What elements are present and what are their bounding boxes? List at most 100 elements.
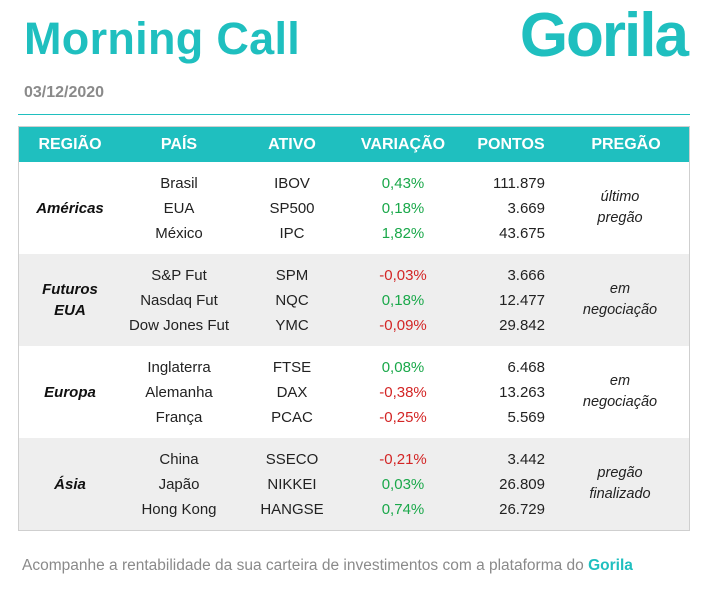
trading-status-line: pregão (597, 465, 643, 481)
region-label-line: Futuros (42, 281, 98, 298)
asset-cell: DAX (276, 383, 308, 401)
country-cell: Dow Jones Fut (128, 316, 230, 334)
asset-column: SSECO NIKKEI HANGSE (237, 447, 347, 522)
trading-status-line: em (609, 373, 631, 389)
trading-status: pregão finalizado (551, 463, 689, 505)
trading-status-line: último (600, 189, 640, 205)
trading-status-line: negociação (582, 394, 658, 410)
country-cell: México (155, 224, 203, 242)
region-label-line: Américas (36, 199, 104, 217)
trading-status: último pregão (551, 187, 689, 229)
column-header-asset: ATIVO (268, 135, 316, 153)
region-group: Américas Brasil EUA México IBOV SP500 IPC 0,43%… (19, 162, 689, 254)
country-cell: Hong Kong (141, 500, 217, 518)
variation-column: -0,03% 0,18% -0,09% (347, 263, 459, 338)
region-group: Europa Inglaterra Alemanha França FTSE DAX PCA… (19, 346, 689, 438)
variation-column: 0,43% 0,18% 1,82% (347, 171, 459, 246)
column-header-country: PAÍS (160, 135, 198, 153)
footer-note: Acompanhe a rentabilidade da sua carteir… (22, 557, 633, 575)
points-cell: 12.477 (499, 291, 545, 309)
column-header-variation: VARIAÇÃO (360, 135, 446, 153)
country-cell: Nasdaq Fut (140, 291, 218, 309)
variation-cell: 0,08% (381, 358, 425, 376)
country-cell: EUA (163, 199, 195, 217)
country-column: China Japão Hong Kong (121, 447, 237, 522)
asset-cell: SP500 (269, 199, 315, 217)
variation-cell: -0,03% (379, 266, 427, 284)
column-header-points: PONTOS (477, 135, 545, 153)
region-label: Ásia (19, 474, 121, 495)
country-column: Inglaterra Alemanha França (121, 355, 237, 430)
points-cell: 3.666 (507, 266, 545, 284)
variation-cell: -0,25% (379, 408, 427, 426)
table-header-row: REGIÃO PAÍS ATIVO VARIAÇÃO PONTOS PREGÃO (19, 127, 689, 162)
column-header-floor: PREGÃO (591, 135, 661, 153)
footer-text: Acompanhe a rentabilidade da sua carteir… (22, 557, 589, 574)
page-title: Morning Call (24, 13, 301, 64)
country-column: S&P Fut Nasdaq Fut Dow Jones Fut (121, 263, 237, 338)
points-cell: 3.669 (507, 199, 545, 217)
asset-column: SPM NQC YMC (237, 263, 347, 338)
gorila-logo: Gorila (519, 1, 689, 70)
variation-cell: 1,82% (381, 224, 425, 242)
country-cell: Inglaterra (147, 358, 211, 376)
points-cell: 3.442 (507, 450, 545, 468)
variation-cell: 0,43% (381, 174, 425, 192)
points-column: 3.666 12.477 29.842 (459, 263, 551, 338)
points-cell: 111.879 (493, 174, 545, 192)
variation-cell: 0,74% (381, 500, 425, 518)
points-cell: 5.569 (507, 408, 545, 426)
asset-cell: HANGSE (260, 500, 324, 518)
region-label: Américas (19, 198, 121, 219)
footer-brand: Gorila (588, 557, 633, 574)
points-cell: 26.809 (499, 475, 545, 493)
points-cell: 26.729 (499, 500, 545, 518)
trading-status-line: pregão (597, 210, 643, 226)
asset-cell: YMC (275, 316, 309, 334)
asset-cell: FTSE (272, 358, 312, 376)
points-column: 111.879 3.669 43.675 (459, 171, 551, 246)
points-cell: 29.842 (499, 316, 545, 334)
asset-column: FTSE DAX PCAC (237, 355, 347, 430)
header-divider (18, 114, 690, 115)
market-table: REGIÃO PAÍS ATIVO VARIAÇÃO PONTOS PREGÃO… (18, 126, 690, 531)
region-label-line: EUA (54, 302, 86, 319)
variation-cell: 0,18% (381, 199, 425, 217)
region-label-line: Europa (44, 383, 96, 401)
trading-status: em negociação (551, 279, 689, 321)
column-header-region: REGIÃO (38, 135, 102, 153)
asset-cell: SPM (275, 266, 309, 284)
variation-column: -0,21% 0,03% 0,74% (347, 447, 459, 522)
asset-cell: NQC (275, 291, 309, 309)
report-date: 03/12/2020 (24, 84, 105, 101)
region-group: Futuros EUA S&P Fut Nasdaq Fut Dow Jones Fut… (19, 254, 689, 346)
asset-cell: IPC (279, 224, 305, 242)
table-body: Américas Brasil EUA México IBOV SP500 IPC 0,43%… (19, 162, 689, 530)
region-label: Europa (19, 382, 121, 403)
trading-status-line: negociação (582, 302, 658, 318)
variation-cell: -0,38% (379, 383, 427, 401)
asset-column: IBOV SP500 IPC (237, 171, 347, 246)
points-column: 3.442 26.809 26.729 (459, 447, 551, 522)
trading-status-line: finalizado (589, 486, 651, 502)
country-cell: China (159, 450, 199, 468)
points-cell: 6.468 (507, 358, 545, 376)
trading-status: em negociação (551, 371, 689, 413)
points-cell: 13.263 (499, 383, 545, 401)
country-column: Brasil EUA México (121, 171, 237, 246)
country-cell: S&P Fut (151, 266, 207, 284)
variation-cell: -0,09% (379, 316, 427, 334)
region-group: Ásia China Japão Hong Kong SSECO NIKKEI HANGSE… (19, 438, 689, 530)
trading-status-line: em (609, 281, 631, 297)
region-label: Futuros EUA (19, 279, 121, 321)
variation-cell: -0,21% (379, 450, 427, 468)
asset-cell: NIKKEI (267, 475, 317, 493)
points-cell: 43.675 (499, 224, 545, 242)
asset-cell: SSECO (265, 450, 319, 468)
region-label-line: Ásia (54, 475, 86, 493)
variation-column: 0,08% -0,38% -0,25% (347, 355, 459, 430)
points-column: 6.468 13.263 5.569 (459, 355, 551, 430)
country-cell: Alemanha (145, 383, 213, 401)
country-cell: Japão (158, 475, 200, 493)
country-cell: Brasil (160, 174, 198, 192)
